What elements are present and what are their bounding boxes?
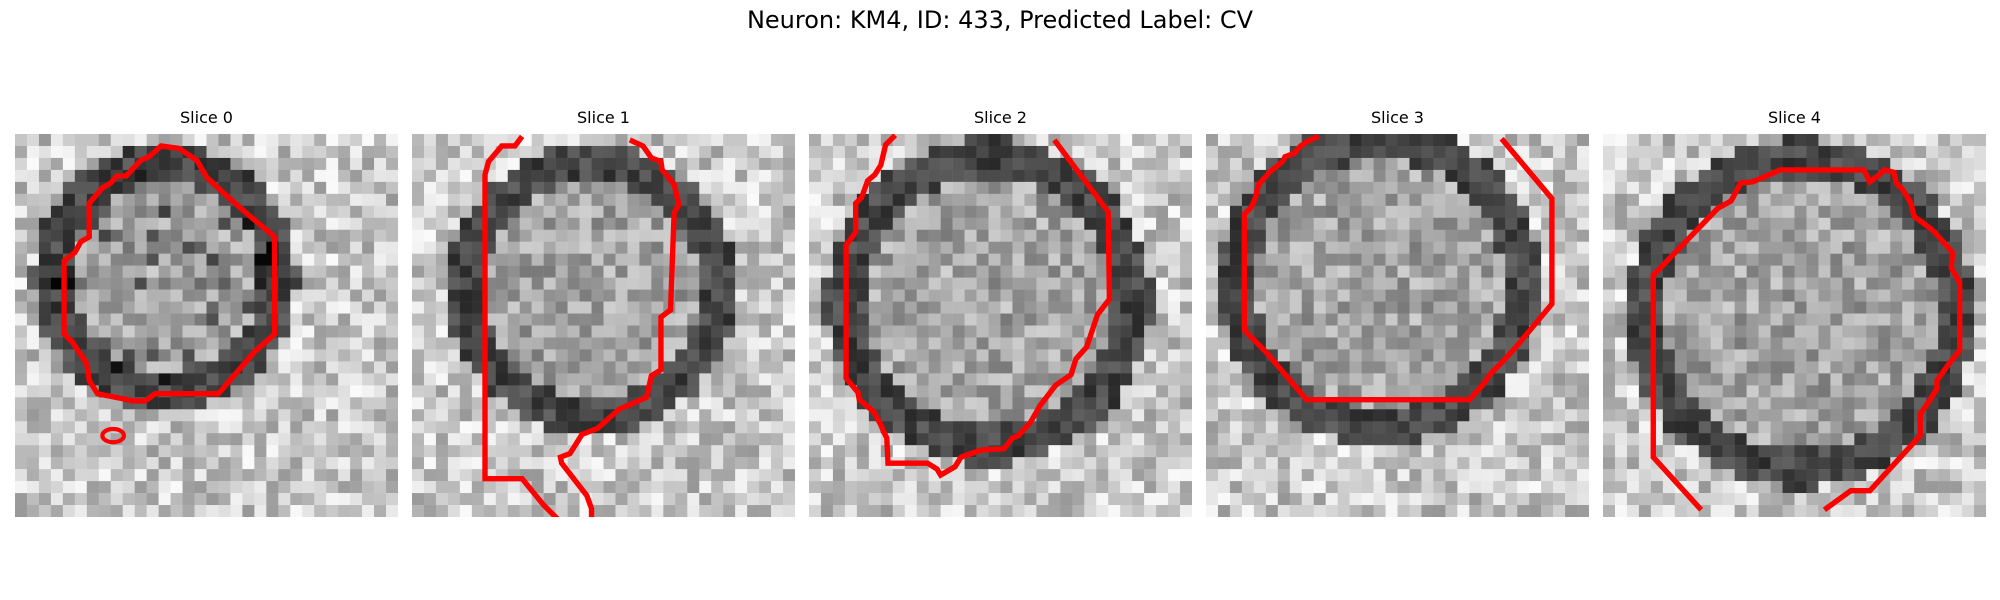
figure-title: Neuron: KM4, ID: 433, Predicted Label: C… [746,6,1254,34]
grayscale-tiles [1206,134,1589,517]
contour-outline [482,134,560,517]
panel-title: Slice 3 [1371,108,1424,127]
grayscale-tiles [809,134,1192,517]
contour-outline [1650,166,1963,512]
slice-image [1206,134,1589,517]
panel-title: Slice 4 [1768,108,1821,127]
slice-image [1603,134,1986,517]
slice-image [412,134,795,517]
panel-title: Slice 2 [974,108,1027,127]
contour-outline [61,143,278,404]
contour-outline-2 [557,137,682,517]
contour-outline [1241,134,1555,403]
slice-image [809,134,1192,517]
contour-small [100,426,127,445]
panel-title: Slice 1 [577,108,630,127]
grayscale-tiles [412,134,795,517]
grayscale-tiles [1603,134,1986,517]
slice-image [15,134,398,517]
panel-title: Slice 0 [180,108,233,127]
contour-outline [843,134,1113,479]
grayscale-tiles [15,134,398,517]
